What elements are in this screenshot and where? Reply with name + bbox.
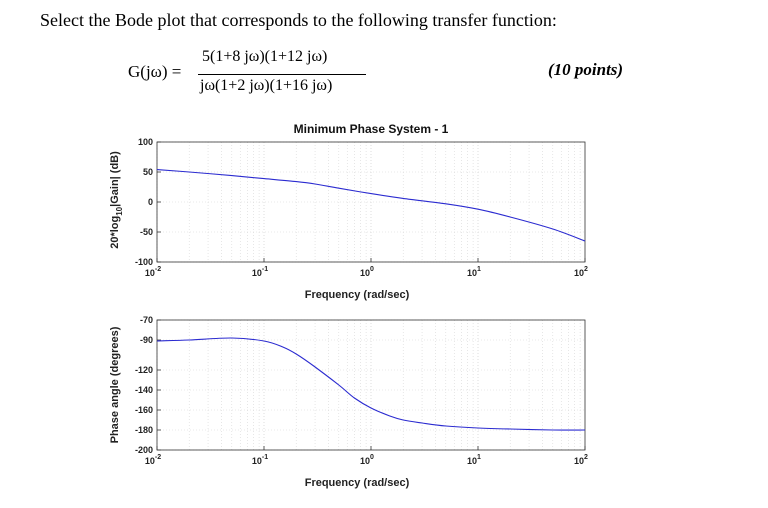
- transfer-function-lhs: G(jω) =: [128, 62, 182, 81]
- x-tick-label: 102: [574, 454, 588, 466]
- transfer-function-denominator: jω(1+2 jω)(1+16 jω): [200, 77, 333, 94]
- y-tick-label: -70: [140, 315, 153, 325]
- chart-title: Minimum Phase System - 1: [294, 122, 449, 136]
- y-tick-label: -90: [140, 335, 153, 345]
- x-tick-label: 102: [574, 266, 588, 278]
- x-tick-label: 101: [467, 266, 481, 278]
- x-tick-label: 10-1: [252, 266, 268, 278]
- x-tick-label: 101: [467, 454, 481, 466]
- y-tick-label: -140: [135, 385, 153, 395]
- y-tick-label: -50: [140, 227, 153, 237]
- y-tick-label: -180: [135, 425, 153, 435]
- plot-frame: [156, 319, 586, 451]
- y-tick-label: 0: [148, 197, 153, 207]
- series-line-1: [156, 337, 586, 431]
- y-tick-label: 50: [143, 167, 153, 177]
- y-tick-label: -120: [135, 365, 153, 375]
- x-axis-label: Frequency (rad/sec): [305, 289, 410, 301]
- y-axis-label: 20*log10|Gain| (dB): [109, 151, 124, 249]
- y-axis-label: Phase angle (degrees): [109, 326, 121, 443]
- y-tick-label: -200: [135, 445, 153, 455]
- x-tick-label: 10-2: [145, 266, 161, 278]
- fraction-bar: [198, 74, 366, 75]
- y-tick-label: -100: [135, 257, 153, 267]
- series-line-1: [156, 169, 586, 242]
- points-label: (10 points): [548, 60, 624, 79]
- x-tick-label: 100: [360, 454, 374, 466]
- x-tick-label: 10-2: [145, 454, 161, 466]
- y-tick-label: -160: [135, 405, 153, 415]
- y-tick-label: 100: [138, 137, 153, 147]
- transfer-function-numerator: 5(1+8 jω)(1+12 jω): [202, 48, 328, 65]
- x-axis-label: Frequency (rad/sec): [305, 477, 410, 489]
- x-tick-label: 100: [360, 266, 374, 278]
- x-tick-label: 10-1: [252, 454, 268, 466]
- transfer-function: G(jω) = 5(1+8 jω)(1+12 jω) jω(1+2 jω)(1+…: [128, 48, 388, 102]
- question-text: Select the Bode plot that corresponds to…: [40, 10, 557, 30]
